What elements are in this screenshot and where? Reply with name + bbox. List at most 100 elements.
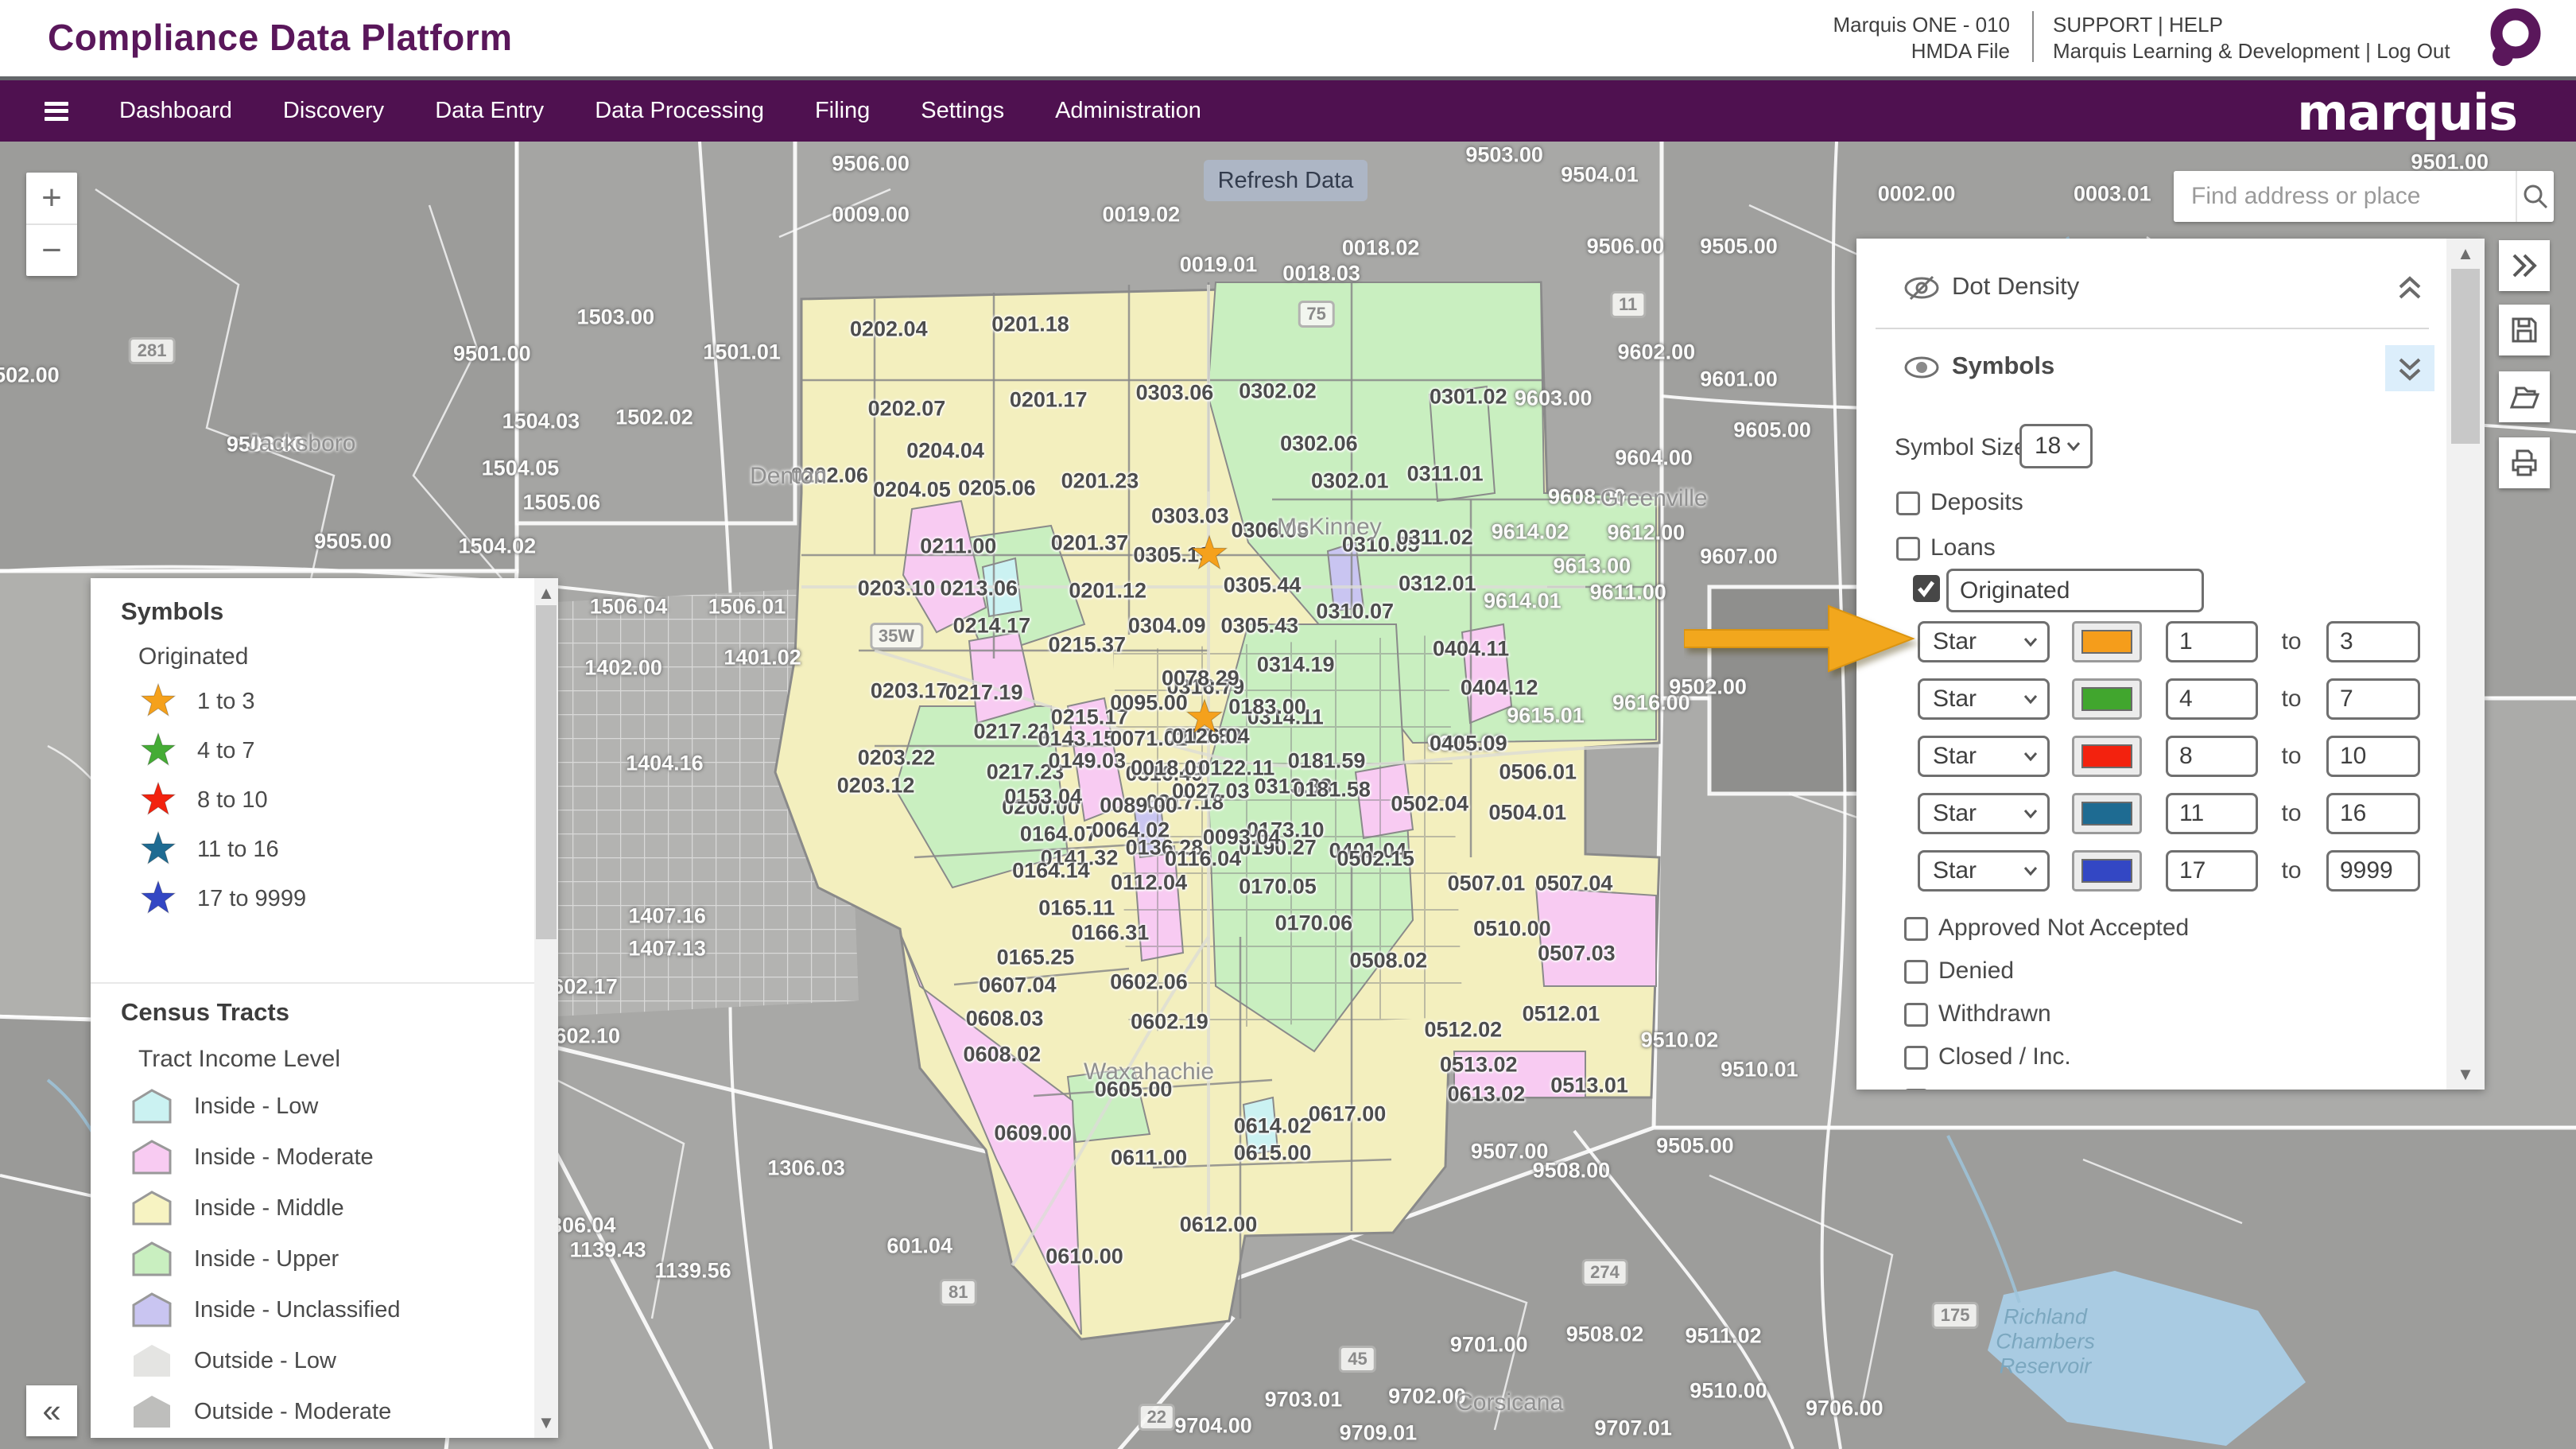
section-symbols[interactable]: Symbols xyxy=(1952,352,2055,379)
legend-symbol-row: 8 to 10 xyxy=(140,782,268,818)
symbol-shape-select[interactable]: Star xyxy=(1918,736,2050,777)
scroll-down-icon[interactable]: ▼ xyxy=(537,1412,555,1432)
nav-item-data-entry[interactable]: Data Entry xyxy=(435,98,545,123)
legend-class-label: Inside - Low xyxy=(194,1093,319,1119)
range-to-input[interactable] xyxy=(2326,793,2420,834)
print-icon xyxy=(2512,449,2537,476)
panel-scroll-thumb[interactable] xyxy=(2451,269,2480,444)
range-to-input[interactable] xyxy=(2326,621,2420,662)
legend-symbol-row: 11 to 16 xyxy=(140,831,279,868)
main-nav: Dashboard Discovery Data Entry Data Process… xyxy=(0,76,2576,142)
chevron-down-icon xyxy=(2023,810,2038,818)
checkbox-label: Approved Not Accepted xyxy=(1938,915,2190,941)
range-to-label: to xyxy=(2281,686,2302,712)
legend-class-label: Outside - Moderate xyxy=(194,1398,392,1424)
checkbox-withdrawn[interactable] xyxy=(1904,1003,1928,1027)
section-dot-density[interactable]: Dot Density xyxy=(1952,272,2080,300)
search-button[interactable] xyxy=(2516,171,2554,222)
refresh-data-button[interactable]: Refresh Data xyxy=(1204,160,1368,201)
range-to-input[interactable] xyxy=(2326,850,2420,892)
symbol-shape-select[interactable]: Star xyxy=(1918,793,2050,834)
legend-scrollbar[interactable]: ▲ ▼ xyxy=(534,578,558,1438)
star-icon xyxy=(140,782,177,816)
range-from-input[interactable] xyxy=(2166,793,2258,834)
legend-class-label: 8 to 10 xyxy=(197,787,268,813)
logout-link[interactable]: Log Out xyxy=(2376,39,2450,63)
marquis-logo: marquis xyxy=(2297,84,2518,142)
panel-scrollbar[interactable]: ▲ ▼ xyxy=(2446,239,2485,1090)
symbol-shape-select[interactable]: Star xyxy=(1918,678,2050,720)
symbol-color-swatch[interactable] xyxy=(2072,621,2142,662)
tract-swatch-icon xyxy=(132,1140,172,1175)
scroll-up-icon[interactable]: ▲ xyxy=(2457,243,2474,263)
legend-symbol-row: 4 to 7 xyxy=(140,732,255,769)
nav-item-discovery[interactable]: Discovery xyxy=(282,98,385,123)
checkbox-deposits[interactable] xyxy=(1896,491,1920,515)
checkbox-purchased[interactable] xyxy=(1904,1089,1928,1090)
range-from-input[interactable] xyxy=(2166,621,2258,662)
save-icon xyxy=(2512,317,2537,343)
file-name: HMDA File xyxy=(1911,39,2010,63)
legend-tract-row: Outside - Moderate xyxy=(130,1393,391,1431)
nav-item-settings[interactable]: Settings xyxy=(921,98,1005,123)
visibility-on-icon[interactable] xyxy=(1903,353,1941,382)
search-icon xyxy=(2524,185,2548,209)
symbol-color-swatch[interactable] xyxy=(2072,850,2142,892)
learning-link[interactable]: Marquis Learning & Development xyxy=(2053,39,2360,63)
checkbox-loans[interactable] xyxy=(1896,537,1920,561)
checkbox-closed-inc-[interactable] xyxy=(1904,1046,1928,1070)
zoom-out-button[interactable]: − xyxy=(41,231,62,270)
legend-tract-row: Outside - Low xyxy=(130,1342,336,1380)
legend-class-label: 4 to 7 xyxy=(197,737,255,763)
menu-icon[interactable] xyxy=(45,101,68,121)
nav-item-data-processing[interactable]: Data Processing xyxy=(595,98,764,123)
symbol-shape-select[interactable]: Star xyxy=(1918,621,2050,662)
legend-scroll-thumb[interactable] xyxy=(536,605,557,939)
save-button[interactable] xyxy=(2499,305,2550,355)
open-button[interactable] xyxy=(2499,371,2550,422)
originated-checkbox[interactable] xyxy=(1913,575,1940,602)
nav-item-filing[interactable]: Filing xyxy=(814,98,871,123)
symbol-color-swatch[interactable] xyxy=(2072,736,2142,777)
nav-item-administration[interactable]: Administration xyxy=(1055,98,1201,123)
checkbox-denied[interactable] xyxy=(1904,960,1928,984)
range-to-input[interactable] xyxy=(2326,678,2420,720)
scroll-down-icon[interactable]: ▼ xyxy=(2457,1064,2474,1084)
legend-class-label: Inside - Moderate xyxy=(194,1144,374,1170)
range-to-label: to xyxy=(2281,857,2302,884)
range-to-label: to xyxy=(2281,800,2302,826)
range-to-input[interactable] xyxy=(2326,736,2420,777)
print-button[interactable] xyxy=(2499,437,2550,488)
checkbox-label: Closed / Inc. xyxy=(1938,1043,2071,1070)
chevron-down-icon xyxy=(2066,442,2081,451)
chevron-down-icon xyxy=(2023,638,2038,647)
search-input[interactable] xyxy=(2174,171,2516,222)
symbol-size-select[interactable]: 18 xyxy=(2019,424,2093,468)
scroll-up-icon[interactable]: ▲ xyxy=(537,583,555,603)
range-from-input[interactable] xyxy=(2166,736,2258,777)
expand-section-button[interactable] xyxy=(2385,266,2434,312)
collapse-legend-button[interactable]: « xyxy=(26,1385,77,1436)
visibility-off-icon[interactable] xyxy=(1903,274,1941,302)
range-from-input[interactable] xyxy=(2166,850,2258,892)
check-icon xyxy=(1918,581,1935,598)
collapse-section-button[interactable] xyxy=(2385,345,2434,391)
legend-tract-row: Inside - Unclassified xyxy=(130,1291,401,1329)
originated-input[interactable] xyxy=(1946,569,2204,612)
nav-item-dashboard[interactable]: Dashboard xyxy=(119,98,232,123)
help-link[interactable]: HELP xyxy=(2168,13,2223,37)
symbol-color-swatch[interactable] xyxy=(2072,678,2142,720)
symbol-color-swatch[interactable] xyxy=(2072,793,2142,834)
symbol-shape-select[interactable]: Star xyxy=(1918,850,2050,892)
checkbox-approved-not-accepted[interactable] xyxy=(1904,917,1928,941)
collapse-panel-button[interactable] xyxy=(2499,240,2550,291)
support-link[interactable]: SUPPORT xyxy=(2053,13,2152,37)
checkbox-label-loans: Loans xyxy=(1930,534,1996,561)
zoom-control: + − xyxy=(26,173,77,276)
legend-symbol-row: 17 to 9999 xyxy=(140,880,306,917)
legend-tract-row: Inside - Upper xyxy=(130,1240,339,1278)
zoom-in-button[interactable]: + xyxy=(41,178,62,217)
range-from-input[interactable] xyxy=(2166,678,2258,720)
marquis-q-logo-icon xyxy=(2490,8,2541,66)
